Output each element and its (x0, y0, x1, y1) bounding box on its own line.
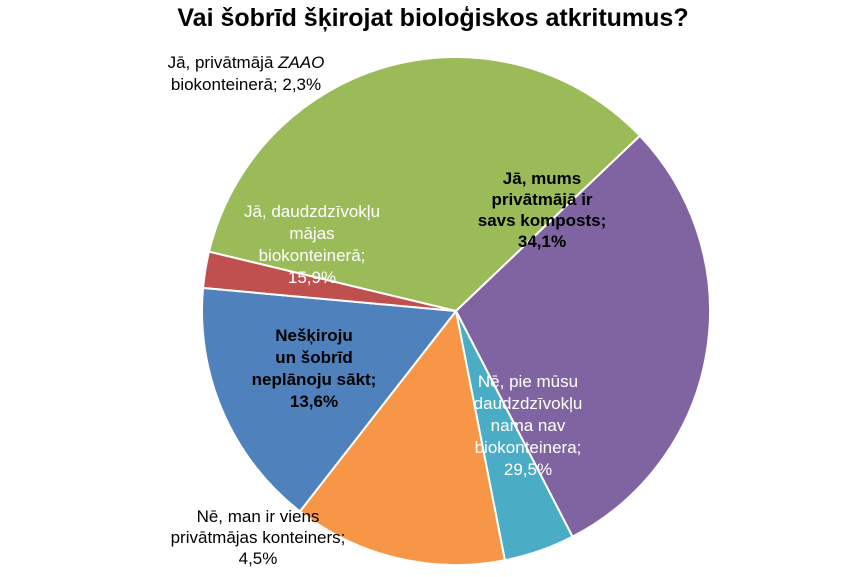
slice-label-line: privātmājas konteiners; (171, 528, 346, 547)
slice-label-3: Nešķiroju un šobrīd neplānoju sākt; 13,6% (252, 326, 377, 411)
slice-label-line: biokonteinerā; (259, 246, 366, 265)
slice-label-line: savs komposts; (478, 211, 607, 230)
pie-slice-1 (454, 134, 711, 539)
slice-label-line: daudzdzīvokļu (474, 394, 583, 413)
slice-label-line: Nē, pie mūsu (478, 372, 578, 391)
slice-label-1: Nē, pie mūsu daudzdzīvokļu nama nav biokont… (474, 372, 583, 479)
slice-label-5: Jā, privātmājā ZAAO biokonteinerā; 2,3% (168, 53, 325, 94)
slice-label-line: Jā, privātmājā ZAAO (168, 53, 325, 72)
pie-slice-4 (201, 286, 458, 513)
slice-label-0: Jā, mums privātmājā ir savs komposts; 34,1% (478, 169, 607, 251)
slice-label-line: 13,6% (290, 392, 338, 411)
slice-label-2: Nē, man ir viens privātmājas konteiners; 4… (171, 507, 346, 568)
slice-label-line: 15,9% (288, 268, 336, 287)
pie-slice-3 (298, 308, 507, 566)
slice-label-line: nama nav (491, 416, 566, 435)
slice-label-line: 29,5% (504, 460, 552, 479)
pie-slice-0 (207, 56, 642, 313)
slice-label-line: mājas (289, 224, 334, 243)
slice-label-line: 34,1% (518, 232, 566, 251)
slice-label-line: 4,5% (239, 549, 278, 568)
slice-label-line: biokonteinerā; 2,3% (171, 75, 321, 94)
slice-label-line: Jā, daudzdzīvokļu (244, 202, 380, 221)
slice-label-line: biokonteinera; (475, 438, 582, 457)
slice-label-line: un šobrīd (275, 348, 352, 367)
slice-label-line: Nešķiroju (275, 326, 352, 345)
slice-labels: Jā, mums privātmājā ir savs komposts; 34,1%… (168, 53, 607, 568)
slice-label-line: Nē, man ir viens (197, 507, 320, 526)
pie-slices (201, 56, 711, 566)
slice-label-line: Jā, mums (503, 169, 581, 188)
chart-title: Vai šobrīd šķirojat bioloģiskos atkritum… (177, 4, 688, 32)
pie-slice-5 (201, 250, 457, 312)
slice-label-line: privātmājā ir (491, 190, 592, 209)
slice-label-4: Jā, daudzdzīvokļu mājas biokonteinerā; 15,9… (244, 202, 380, 287)
slice-label-line: neplānoju sākt; (252, 370, 377, 389)
